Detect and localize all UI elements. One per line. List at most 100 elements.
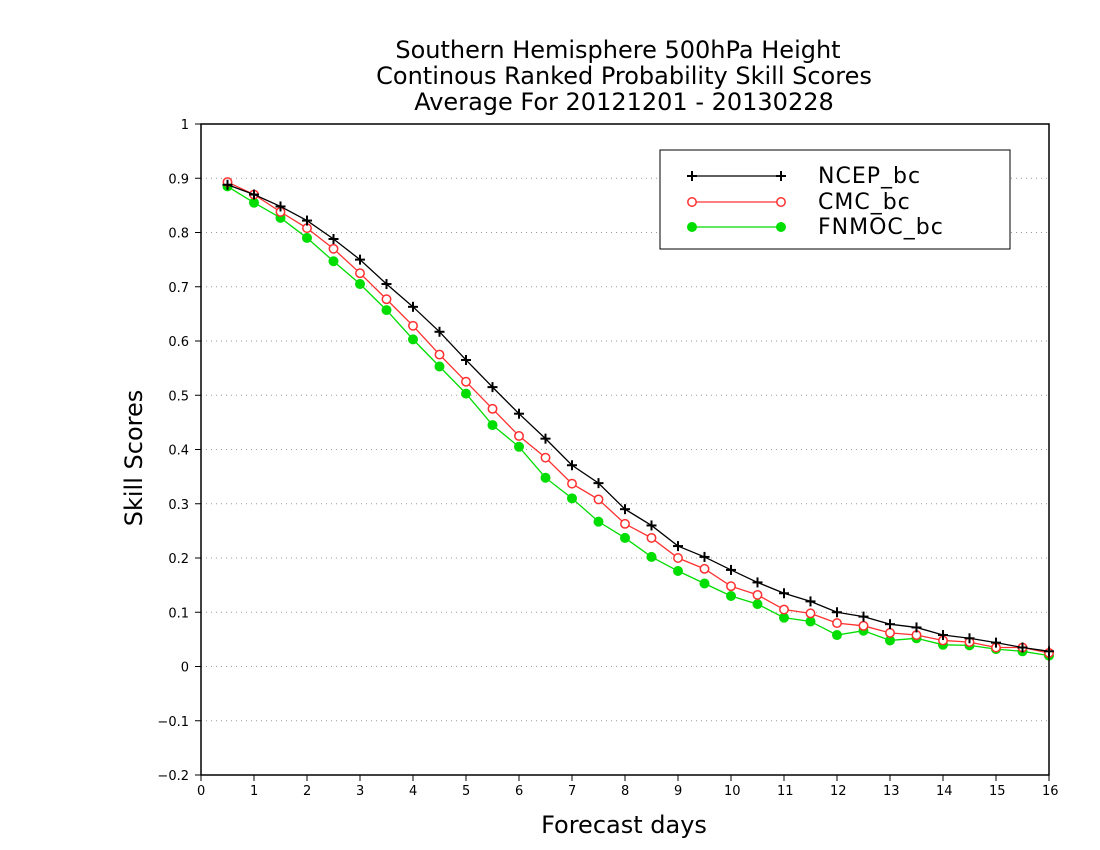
- chart-title-line-3: Average For 20121201 - 20130228: [414, 88, 834, 116]
- data-point-plus: [832, 607, 842, 618]
- data-point-plus: [408, 301, 418, 312]
- data-point-plus: [885, 619, 895, 630]
- data-point-plus: [487, 382, 498, 393]
- data-series: [222, 177, 1054, 661]
- y-tick-label: 0.5: [168, 389, 189, 404]
- x-tick-label: 3: [356, 784, 364, 799]
- y-tick-label: 0.1: [168, 606, 189, 621]
- data-point-plus: [514, 408, 524, 419]
- data-point-open-circle: [858, 620, 869, 631]
- data-point-plus: [699, 551, 710, 562]
- data-point-open-circle: [752, 589, 763, 600]
- x-tick-label: 0: [197, 784, 205, 799]
- x-tick-label: 1: [250, 784, 258, 799]
- legend-items: [687, 171, 786, 232]
- legend-box: [659, 149, 1011, 250]
- data-point-open-circle: [646, 532, 657, 543]
- data-point-plus: [779, 588, 789, 599]
- legend-sample-ncep-bc: [687, 171, 786, 181]
- data-point-open-circle: [776, 197, 786, 207]
- data-point-plus: [858, 611, 869, 622]
- data-point-plus: [355, 254, 365, 265]
- series-fnmoc-bc: [222, 181, 1054, 661]
- data-point-plus: [687, 171, 697, 181]
- data-point-filled-circle: [593, 516, 604, 527]
- data-point-filled-circle: [514, 441, 524, 452]
- y-tick-label: 0.9: [168, 172, 189, 187]
- data-point-plus: [222, 179, 233, 190]
- data-point-open-circle: [779, 604, 789, 615]
- data-point-open-circle: [381, 294, 392, 305]
- data-point-open-circle: [434, 349, 445, 360]
- x-tick-label: 14: [936, 784, 953, 799]
- plot-frame: [200, 123, 1050, 776]
- data-point-filled-circle: [408, 334, 418, 345]
- data-point-open-circle: [514, 430, 524, 441]
- y-tick-label: 0.2: [168, 552, 189, 567]
- data-point-plus: [646, 520, 657, 531]
- data-point-filled-circle: [673, 566, 683, 577]
- data-point-filled-circle: [355, 279, 365, 290]
- data-point-open-circle: [540, 452, 551, 463]
- legend: NCEP_bc CMC_bc FNMOC_bc: [659, 149, 1011, 250]
- data-point-open-circle: [461, 376, 471, 387]
- x-axis-title: Forecast days: [541, 811, 707, 839]
- data-point-open-circle: [567, 478, 577, 489]
- y-tick-label: 0.4: [168, 444, 189, 459]
- data-point-filled-circle: [832, 630, 842, 641]
- chart-title-line-2: Continous Ranked Probability Skill Score…: [376, 62, 872, 90]
- x-tick-label: 16: [1042, 784, 1059, 799]
- data-point-plus: [381, 279, 392, 290]
- data-point-filled-circle: [487, 420, 498, 431]
- series-cmc-bc: [222, 177, 1054, 658]
- data-point-filled-circle: [302, 232, 312, 243]
- data-point-plus: [673, 541, 683, 552]
- y-tick-label: 0: [181, 661, 189, 676]
- data-point-open-circle: [593, 494, 604, 505]
- data-point-open-circle: [805, 608, 816, 619]
- y-axis-title: Skill Scores: [120, 390, 148, 527]
- data-point-plus: [1017, 642, 1028, 653]
- x-tick-label: 10: [724, 784, 741, 799]
- data-point-filled-circle: [540, 472, 551, 483]
- data-point-filled-circle: [461, 388, 471, 399]
- x-tick-label: 5: [462, 784, 470, 799]
- x-tick-label: 7: [568, 784, 576, 799]
- data-point-filled-circle: [646, 551, 657, 562]
- data-point-filled-circle: [620, 532, 630, 543]
- data-point-plus: [726, 564, 736, 575]
- series-line: [227, 185, 1050, 657]
- data-point-plus: [964, 633, 975, 644]
- data-point-open-circle: [687, 197, 697, 207]
- legend-label-ncep: NCEP_bc: [818, 164, 921, 189]
- data-point-open-circle: [726, 581, 736, 592]
- data-point-open-circle: [328, 243, 339, 254]
- data-point-plus: [275, 201, 286, 212]
- data-point-open-circle: [699, 563, 710, 574]
- data-point-plus: [991, 637, 1001, 648]
- data-point-plus: [805, 596, 816, 607]
- x-tick-label: 11: [777, 784, 794, 799]
- x-tick-label: 2: [303, 784, 311, 799]
- data-point-plus: [593, 478, 604, 489]
- data-point-filled-circle: [752, 599, 763, 610]
- legend-sample-fnmoc-bc: [687, 222, 786, 232]
- data-point-filled-circle: [805, 616, 816, 627]
- data-point-filled-circle: [381, 305, 392, 316]
- y-tick-label: 0.6: [168, 335, 189, 350]
- data-point-plus: [434, 326, 445, 337]
- data-point-open-circle: [885, 627, 895, 638]
- data-point-filled-circle: [567, 493, 577, 504]
- data-point-plus: [938, 630, 948, 641]
- data-point-plus: [776, 171, 786, 181]
- y-tick-label: 0.7: [168, 281, 189, 296]
- data-point-open-circle: [620, 518, 630, 529]
- data-point-filled-circle: [699, 578, 710, 589]
- chart-title: Southern Hemisphere 500hPa Height Contin…: [376, 36, 872, 116]
- axis-ticks: −0.2−0.100.10.20.30.40.50.60.70.80.910 1 2…: [157, 118, 1058, 799]
- y-tick-label: 0.3: [168, 498, 189, 513]
- legend-sample-cmc-bc: [687, 197, 786, 207]
- x-tick-label: 9: [674, 784, 682, 799]
- data-point-plus: [911, 622, 922, 633]
